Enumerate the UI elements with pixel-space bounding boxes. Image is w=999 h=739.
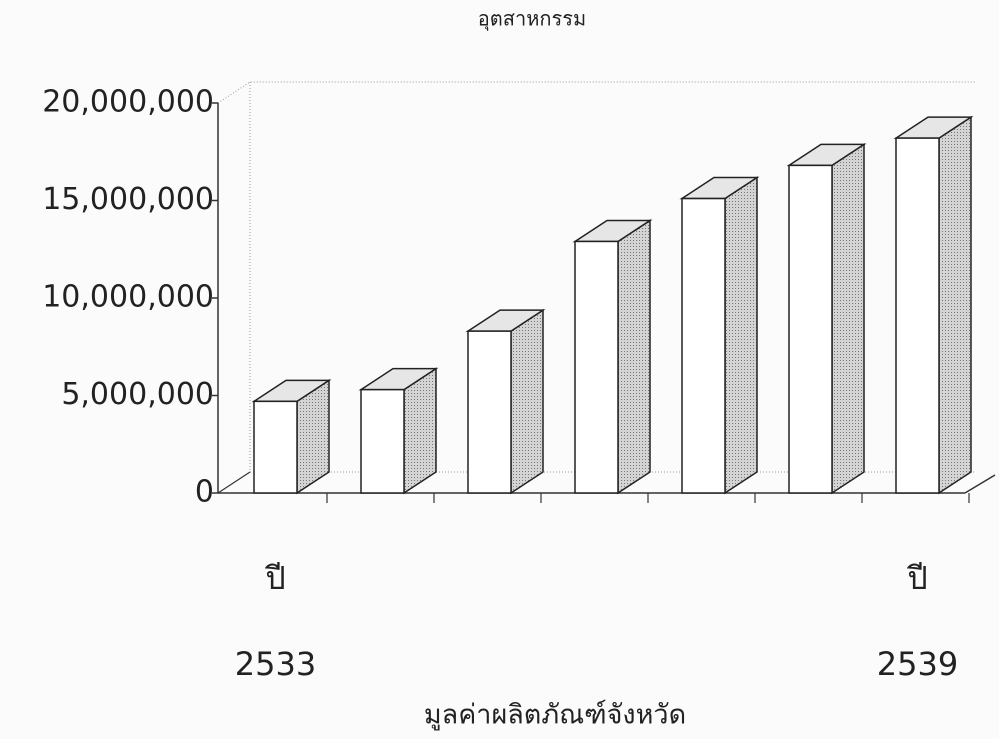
bar xyxy=(360,388,405,494)
y-tick-label: 0 xyxy=(195,475,214,510)
y-tick-label: 5,000,000 xyxy=(61,377,214,412)
back-wall xyxy=(217,81,975,104)
x-tick-label: ปี 2539 xyxy=(876,559,959,683)
bar-side xyxy=(510,308,544,495)
bar xyxy=(681,197,726,494)
bar xyxy=(467,330,512,494)
y-tick-label: 15,000,000 xyxy=(42,182,214,217)
y-tick-label: 10,000,000 xyxy=(42,280,214,315)
bar xyxy=(895,137,940,494)
x-axis-label: มูลค่าผลิตภัณฑ์จังหวัด xyxy=(424,699,686,731)
floor-left xyxy=(217,471,251,494)
y-tick-label: 20,000,000 xyxy=(42,85,214,120)
chart-title: อุตสาหกรรม xyxy=(478,7,586,32)
bar xyxy=(253,400,298,494)
x-tick-label: ปี 2533 xyxy=(234,559,317,683)
bar-side xyxy=(831,143,865,495)
bar-side xyxy=(617,219,651,495)
bar-side xyxy=(938,115,972,495)
bar-side xyxy=(724,176,758,495)
floor-right xyxy=(964,474,996,494)
bar xyxy=(788,164,833,494)
bar xyxy=(574,240,619,494)
